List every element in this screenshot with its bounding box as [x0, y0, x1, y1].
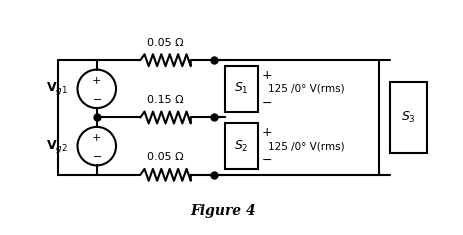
Text: $-$: $-$: [261, 96, 272, 109]
Text: 0.05 Ω: 0.05 Ω: [147, 38, 183, 48]
Bar: [224, 123, 257, 169]
Text: $S_2$: $S_2$: [233, 139, 248, 154]
Text: 0.05 Ω: 0.05 Ω: [147, 153, 183, 162]
Bar: [224, 66, 257, 112]
Bar: [389, 82, 426, 153]
Text: $S_1$: $S_1$: [233, 81, 248, 96]
Text: $\mathbf{V}_{g1}$: $\mathbf{V}_{g1}$: [46, 80, 68, 97]
Text: 125 /0° V(rms): 125 /0° V(rms): [267, 84, 344, 94]
Text: 125 /0° V(rms): 125 /0° V(rms): [267, 141, 344, 151]
Text: $-$: $-$: [261, 153, 272, 166]
Text: $\mathbf{V}_{g2}$: $\mathbf{V}_{g2}$: [46, 138, 68, 155]
Text: $-$: $-$: [92, 93, 101, 103]
Text: 0.15 Ω: 0.15 Ω: [147, 95, 183, 105]
Text: +: +: [92, 133, 101, 143]
Text: +: +: [261, 126, 271, 139]
Text: +: +: [261, 69, 271, 82]
Text: $S_3$: $S_3$: [400, 110, 415, 125]
Text: +: +: [92, 76, 101, 86]
Text: $-$: $-$: [92, 150, 101, 160]
Text: Figure 4: Figure 4: [190, 204, 255, 219]
